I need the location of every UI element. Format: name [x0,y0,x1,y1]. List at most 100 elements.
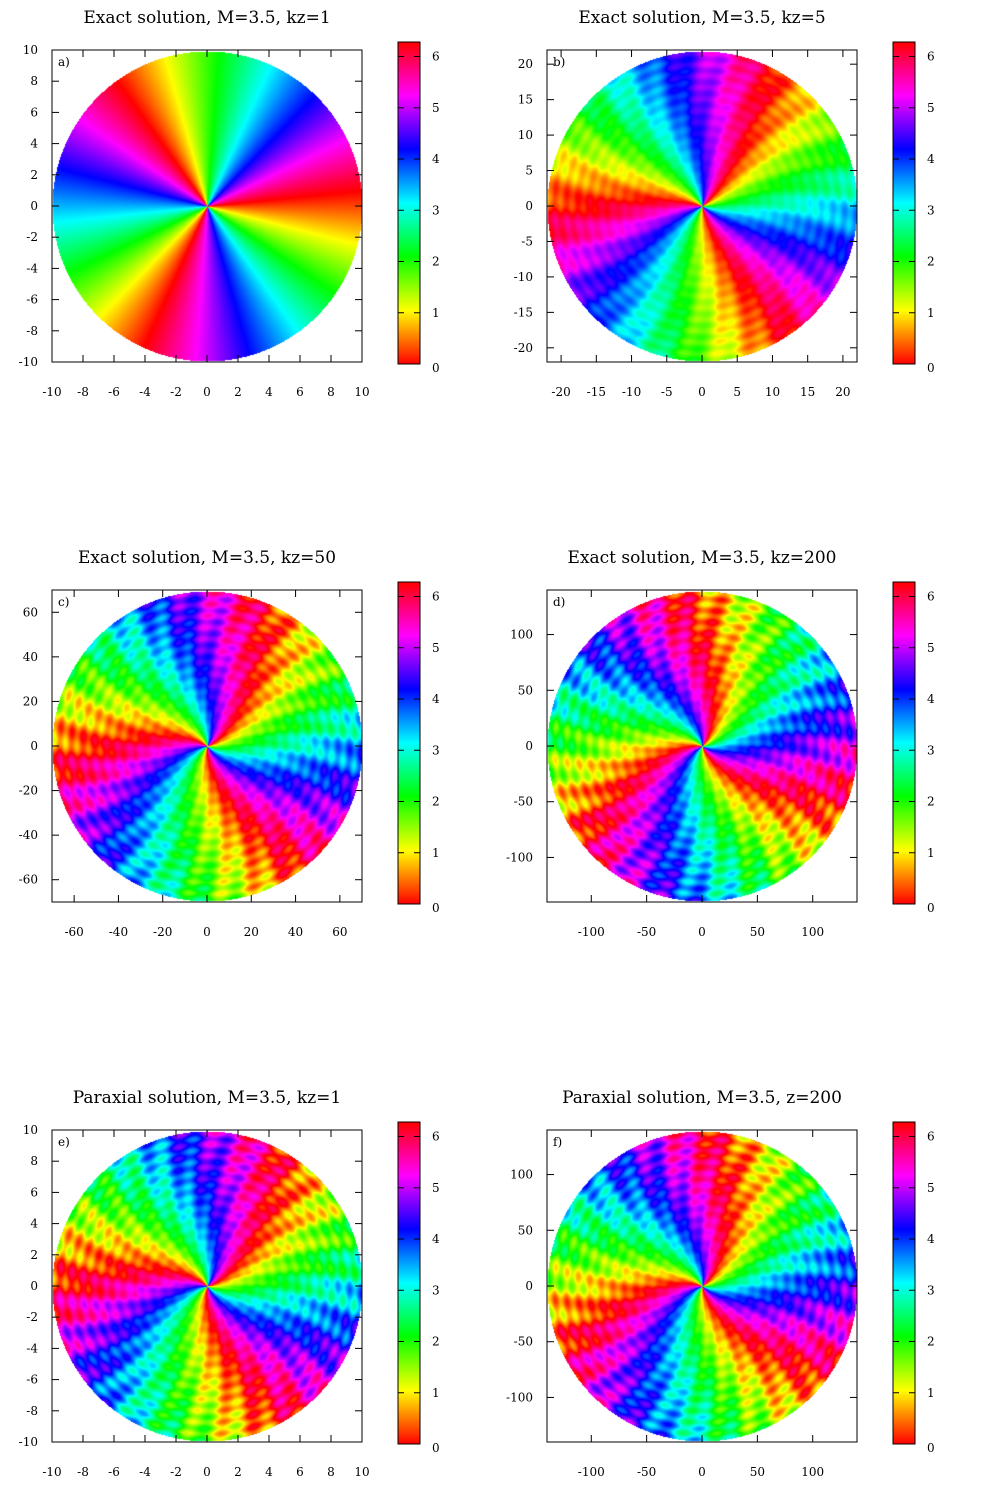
phase-heatmap [52,50,362,362]
x-tick-label: 8 [327,385,335,399]
x-tick-label: 20 [835,385,850,399]
x-tick-label: -50 [637,1465,656,1479]
x-tick-label: -100 [578,925,605,939]
plot-frame [51,1129,363,1443]
y-tick-label: 4 [30,137,38,151]
colorbar-tick-label: 1 [432,306,440,320]
colorbar-tick-label: 0 [432,901,440,915]
y-tick-label: -10 [514,270,533,284]
x-tick-label: -20 [153,925,172,939]
panel-b: Exact solution, M=3.5, kz=5 -20 -15 -10 -5 0 5… [495,0,989,420]
x-tick-label: -50 [637,925,656,939]
chart-title: Exact solution, M=3.5, kz=50 [77,548,337,568]
x-tick-label: 6 [296,385,304,399]
panel-label: f) [553,1135,562,1149]
y-tick-label: 0 [525,199,533,213]
colorbar-tick-label: 0 [927,1441,935,1455]
x-tick-label: -8 [77,385,89,399]
plot-frame [51,49,363,363]
x-tick-label: -20 [551,385,570,399]
axes: -10 -8 -6 -4 -2 0 2 4 6 8 10 -10 -8 -6 -4 -2 0 2 4 6 8 10 a) 0 1… [19,41,440,399]
x-tick-label: -4 [139,1465,151,1479]
y-tick-label: -4 [26,1341,38,1355]
y-tick-label: -5 [521,234,533,248]
colorbar-tick-label: 6 [432,1130,440,1144]
y-tick-label: 5 [525,164,533,178]
colorbar-tick-label: 4 [432,692,440,706]
y-tick-label: -6 [26,293,38,307]
colorbar-tick-label: 5 [432,101,440,115]
phase-heatmap [52,1130,362,1442]
x-tick-label: 15 [800,385,815,399]
x-tick-label: 4 [265,385,273,399]
chart-title: Paraxial solution, M=3.5, z=200 [562,1088,842,1108]
plot-frame [51,589,363,903]
x-tick-label: -15 [587,385,606,399]
colorbar-tick-label: 1 [927,306,935,320]
axes: -100 -50 0 50 100 -100 -50 0 50 100 f) 0 1 2 3 4 5 6 [506,1121,935,1479]
y-tick-label: 50 [518,683,533,697]
colorbar-tick-label: 0 [432,1441,440,1455]
y-tick-label: -20 [19,784,38,798]
y-tick-label: 100 [510,1168,533,1182]
y-tick-label: 20 [518,57,533,71]
colorbar-tick-label: 6 [927,50,935,64]
colorbar-tick-label: 6 [432,50,440,64]
colorbar-tick-label: 4 [927,152,935,166]
y-tick-label: 8 [30,1154,38,1168]
colorbar-tick-label: 4 [927,1232,935,1246]
x-tick-label: 0 [698,1465,706,1479]
colorbar [397,581,421,905]
x-tick-label: 50 [750,1465,765,1479]
y-tick-label: 2 [30,168,38,182]
colorbar-tick-label: 6 [927,1130,935,1144]
y-tick-label: -10 [19,355,38,369]
x-tick-label: -40 [109,925,128,939]
x-tick-label: 50 [750,925,765,939]
x-tick-label: 4 [265,1465,273,1479]
x-tick-label: 60 [332,925,347,939]
y-tick-label: 0 [30,199,38,213]
x-tick-label: -2 [170,1465,182,1479]
colorbar-tick-label: 2 [927,255,935,269]
colorbar-tick-label: 4 [432,152,440,166]
x-tick-label: 0 [203,385,211,399]
y-tick-label: 60 [23,605,38,619]
y-tick-label: -8 [26,1404,38,1418]
x-tick-label: 10 [765,385,780,399]
colorbar-tick-label: 1 [927,1386,935,1400]
chart-title: Exact solution, M=3.5, kz=1 [83,8,331,28]
colorbar [892,1121,916,1445]
panel-label: b) [553,55,565,69]
x-tick-label: 0 [698,925,706,939]
colorbar-tick-label: 1 [432,1386,440,1400]
plot-frame [546,589,858,903]
colorbar-tick-label: 5 [927,1181,935,1195]
y-tick-label: 20 [23,694,38,708]
y-tick-label: -100 [506,850,533,864]
x-tick-label: 100 [801,1465,824,1479]
x-tick-label: -10 [622,385,641,399]
y-tick-label: 0 [525,1279,533,1293]
y-tick-label: 50 [518,1223,533,1237]
colorbar-tick-label: 3 [432,203,440,217]
x-tick-label: -6 [108,385,120,399]
plot-frame [546,49,858,363]
phase-heatmap [52,590,362,902]
y-tick-label: -4 [26,261,38,275]
y-tick-label: -15 [514,305,533,319]
x-tick-label: -2 [170,385,182,399]
y-tick-label: 6 [30,105,38,119]
x-tick-label: 0 [203,925,211,939]
colorbar-tick-label: 5 [432,1181,440,1195]
x-tick-label: 10 [354,385,369,399]
colorbar-tick-label: 5 [927,101,935,115]
y-tick-label: 10 [518,128,533,142]
y-tick-label: 40 [23,650,38,664]
panel-label: e) [58,1135,70,1149]
x-tick-label: -5 [661,385,673,399]
y-tick-label: -10 [19,1435,38,1449]
colorbar-tick-label: 2 [432,255,440,269]
panel-a: Exact solution, M=3.5, kz=1 -10 -8 -6 -4 -2 0 2… [0,0,495,420]
